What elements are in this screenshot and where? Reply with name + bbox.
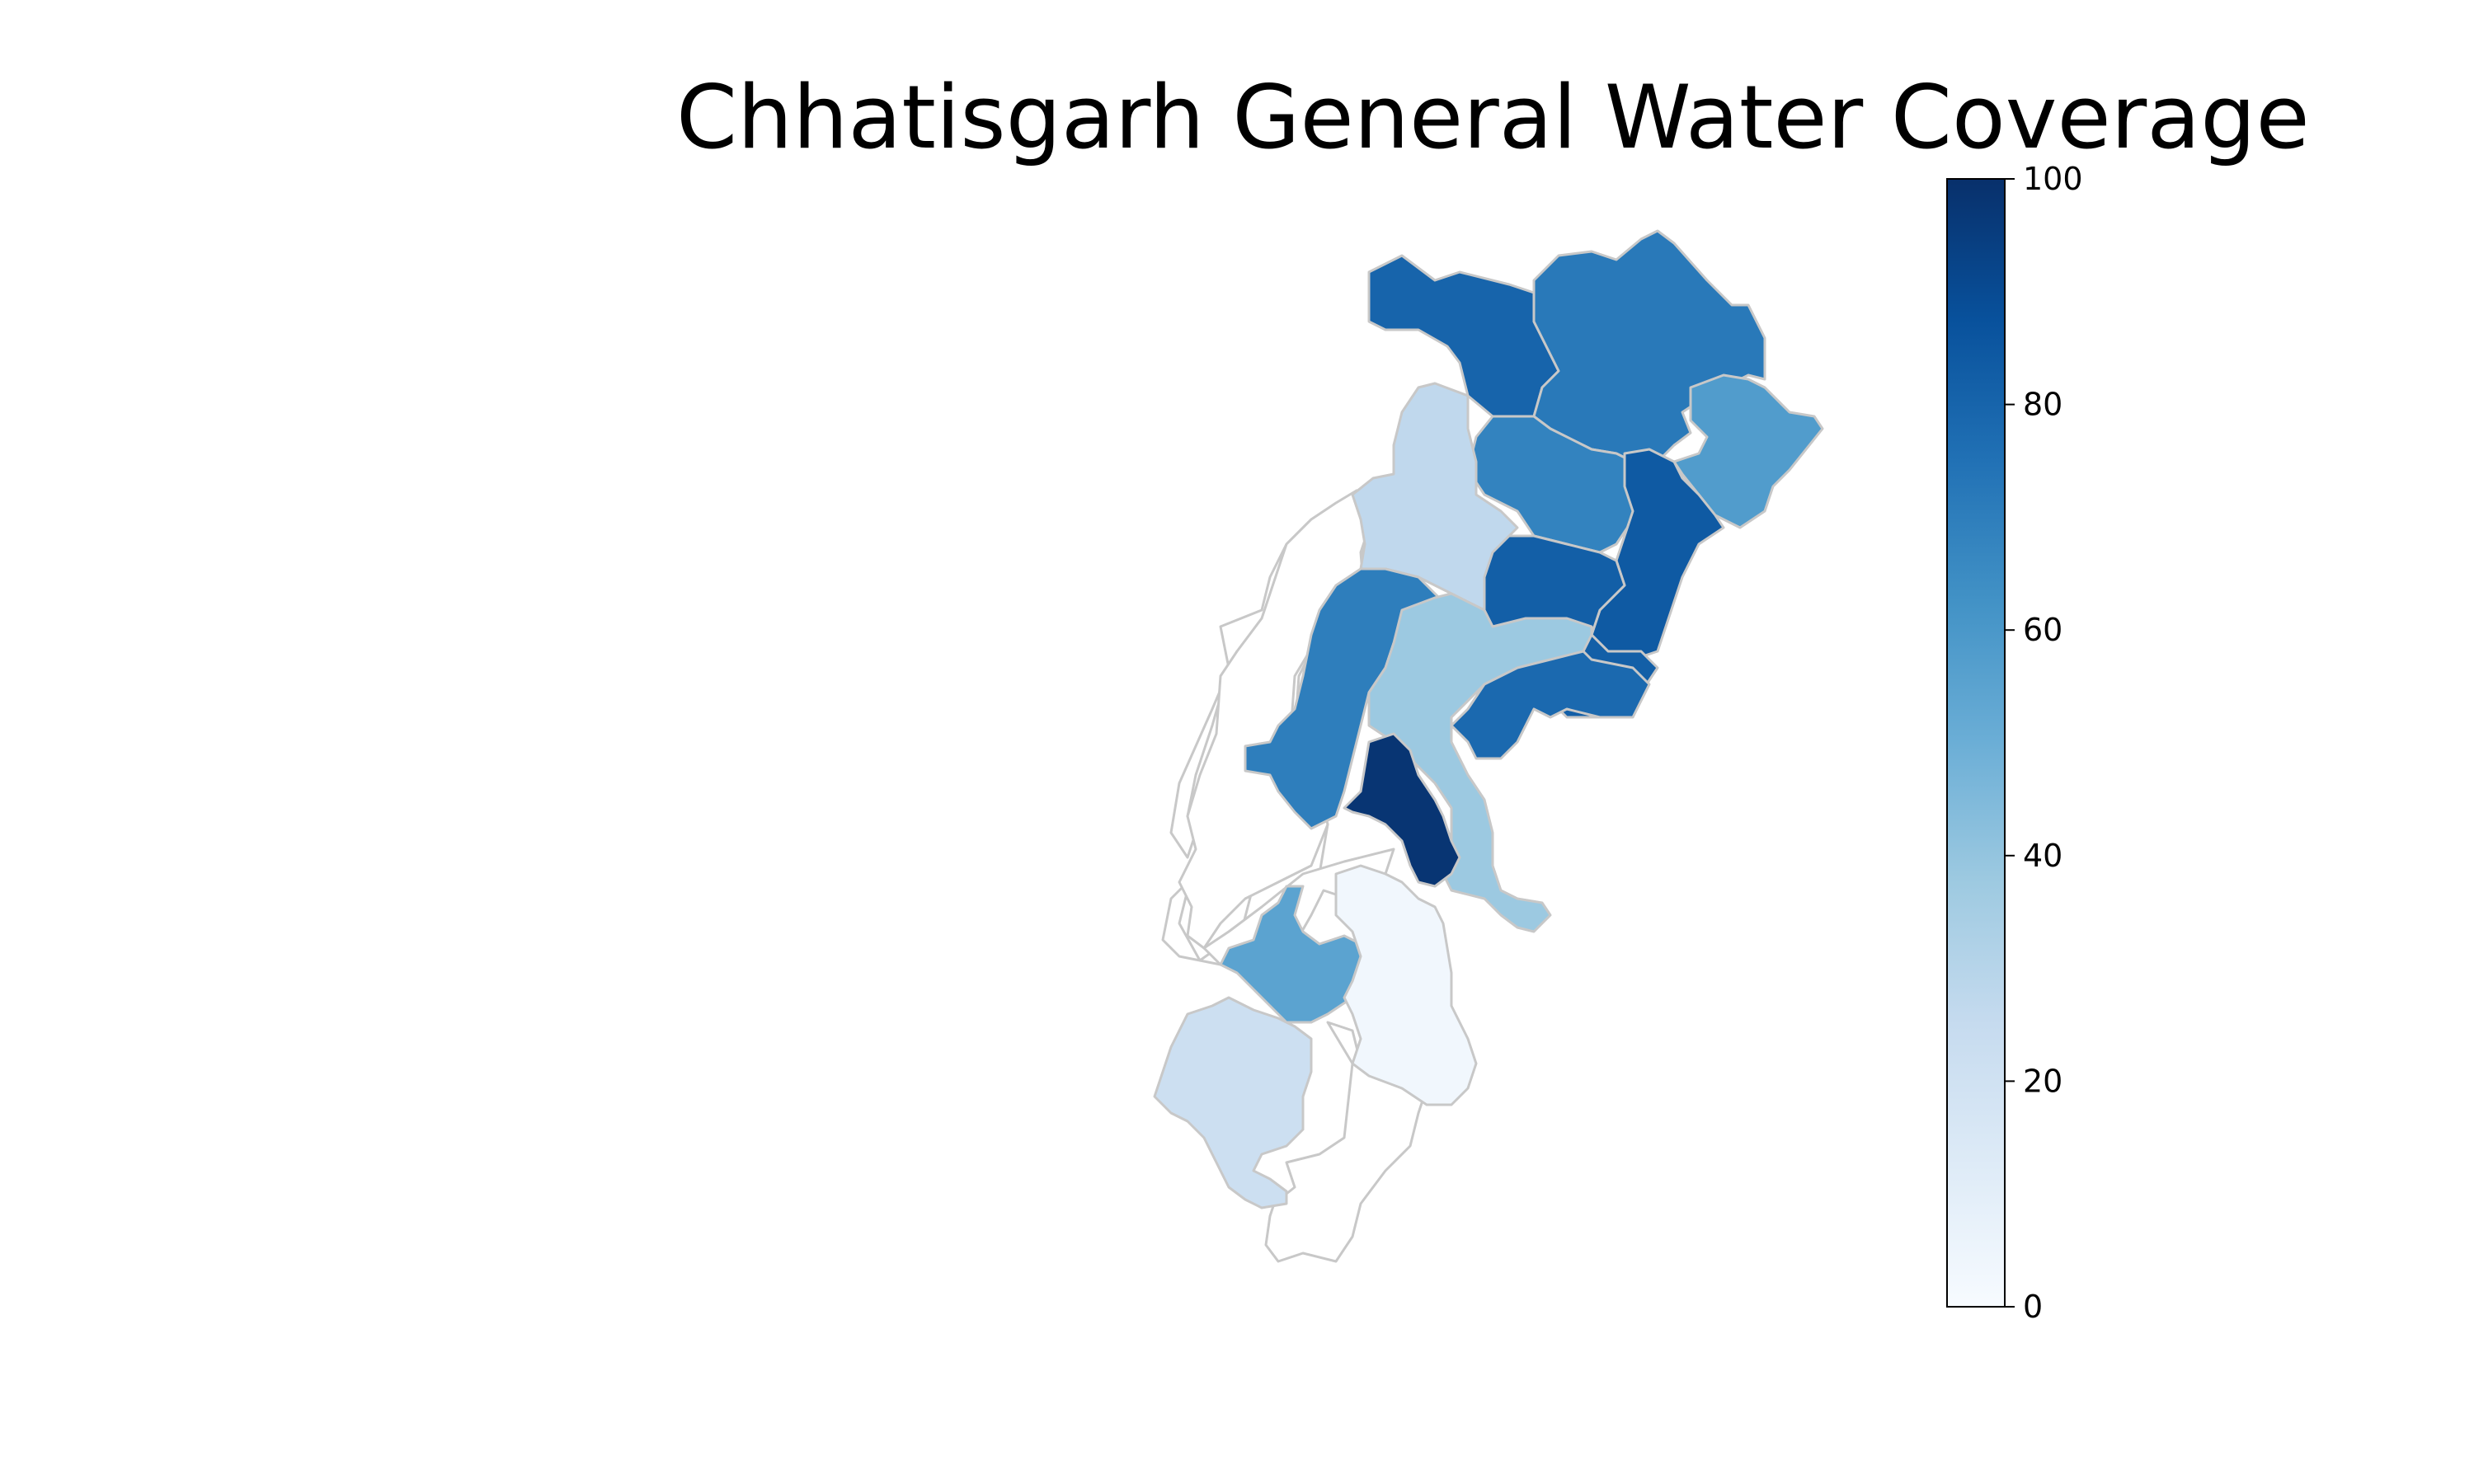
colorbar-tick-label: 80 [2023,387,2062,423]
colorbar: 0 20 40 60 80 100 [1946,161,2083,1325]
district-south-west-mid [1219,885,1371,1024]
colorbar-tick-label: 60 [2023,612,2062,648]
colorbar-gradient [1946,178,2006,1308]
district-lower-east [1450,650,1651,760]
district-east-band [1590,448,1725,661]
district-central-corridor [1367,592,1593,933]
district-south-central [1334,864,1478,1106]
district-north-east [1672,373,1824,529]
district-north-west [1367,254,1560,418]
colorbar-tick-label: 0 [2023,1289,2043,1325]
colorbar-tick-label: 40 [2023,838,2062,874]
district-upper-central [1466,415,1651,554]
district-south-west [1153,996,1313,1209]
district-map [1153,229,1824,1263]
colorbar-tick-label: 100 [2023,161,2083,197]
map-title: Chhatisgarh General Water Coverage [676,67,2310,168]
colorbar-tick-label: 20 [2023,1063,2062,1099]
colorbar-ticks: 0 20 40 60 80 100 [2005,161,2083,1325]
district-lower-central [1343,732,1461,888]
